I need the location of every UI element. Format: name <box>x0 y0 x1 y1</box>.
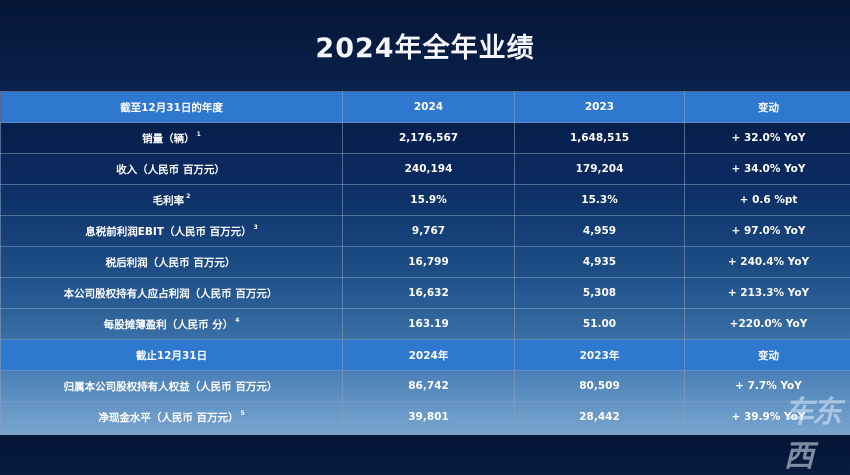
table-row: 销量（辆）1 2,176,567 1,648,515 + 32.0% YoY <box>1 123 850 154</box>
row-label: 每股摊薄盈利（人民币 分）4 <box>1 309 343 340</box>
row-label: 息税前利润EBIT（人民币 百万元）3 <box>1 216 343 247</box>
table-row: 本公司股权持有人应占利润（人民币 百万元） 16,632 5,308 + 213… <box>1 278 850 309</box>
header-2023: 2023 <box>515 92 685 123</box>
subheader-period: 截止12月31日 <box>1 340 343 371</box>
table-header-row: 截至12月31日的年度 2024 2023 变动 <box>1 92 850 123</box>
row-label: 销量（辆）1 <box>1 123 343 154</box>
value-2024: 2,176,567 <box>343 123 515 154</box>
value-2024: 15.9% <box>343 185 515 216</box>
value-2024: 9,767 <box>343 216 515 247</box>
value-change: + 32.0% YoY <box>685 123 850 154</box>
table-row: 收入（人民币 百万元） 240,194 179,204 + 34.0% YoY <box>1 154 850 185</box>
value-2024: 163.19 <box>343 309 515 340</box>
row-label: 税后利润（人民币 百万元） <box>1 247 343 278</box>
value-2023: 5,308 <box>515 278 685 309</box>
table-row: 归属本公司股权持有人权益（人民币 百万元） 86,742 80,509 + 7.… <box>1 371 850 402</box>
value-2024: 240,194 <box>343 154 515 185</box>
value-change: + 0.6 %pt <box>685 185 850 216</box>
table-row: 每股摊薄盈利（人民币 分）4 163.19 51.00 +220.0% YoY <box>1 309 850 340</box>
value-2023: 1,648,515 <box>515 123 685 154</box>
value-2023: 28,442 <box>515 402 685 433</box>
value-2024: 39,801 <box>343 402 515 433</box>
subheader-change: 变动 <box>685 340 850 371</box>
header-2024: 2024 <box>343 92 515 123</box>
row-label: 收入（人民币 百万元） <box>1 154 343 185</box>
value-change: + 34.0% YoY <box>685 154 850 185</box>
value-change: + 97.0% YoY <box>685 216 850 247</box>
subheader-2023: 2023年 <box>515 340 685 371</box>
value-2023: 4,959 <box>515 216 685 247</box>
financial-results-table: 截至12月31日的年度 2024 2023 变动 销量（辆）1 2,176,56… <box>0 91 850 433</box>
table-row: 税后利润（人民币 百万元） 16,799 4,935 + 240.4% YoY <box>1 247 850 278</box>
header-change: 变动 <box>685 92 850 123</box>
table-row: 净现金水平（人民币 百万元）5 39,801 28,442 + 39.9% Yo… <box>1 402 850 433</box>
value-2024: 16,632 <box>343 278 515 309</box>
value-2023: 80,509 <box>515 371 685 402</box>
value-2023: 4,935 <box>515 247 685 278</box>
value-2023: 51.00 <box>515 309 685 340</box>
value-change: + 240.4% YoY <box>685 247 850 278</box>
header-period: 截至12月31日的年度 <box>1 92 343 123</box>
value-2024: 16,799 <box>343 247 515 278</box>
value-change: +220.0% YoY <box>685 309 850 340</box>
row-label: 归属本公司股权持有人权益（人民币 百万元） <box>1 371 343 402</box>
table-row: 息税前利润EBIT（人民币 百万元）3 9,767 4,959 + 97.0% … <box>1 216 850 247</box>
table-subheader-row: 截止12月31日 2024年 2023年 变动 <box>1 340 850 371</box>
watermark-logo: 车东西 <box>784 387 850 475</box>
value-2023: 15.3% <box>515 185 685 216</box>
page-title: 2024年全年业绩 <box>0 26 850 65</box>
value-2023: 179,204 <box>515 154 685 185</box>
row-label: 净现金水平（人民币 百万元）5 <box>1 402 343 433</box>
subheader-2024: 2024年 <box>343 340 515 371</box>
row-label: 本公司股权持有人应占利润（人民币 百万元） <box>1 278 343 309</box>
value-2024: 86,742 <box>343 371 515 402</box>
value-change: + 213.3% YoY <box>685 278 850 309</box>
